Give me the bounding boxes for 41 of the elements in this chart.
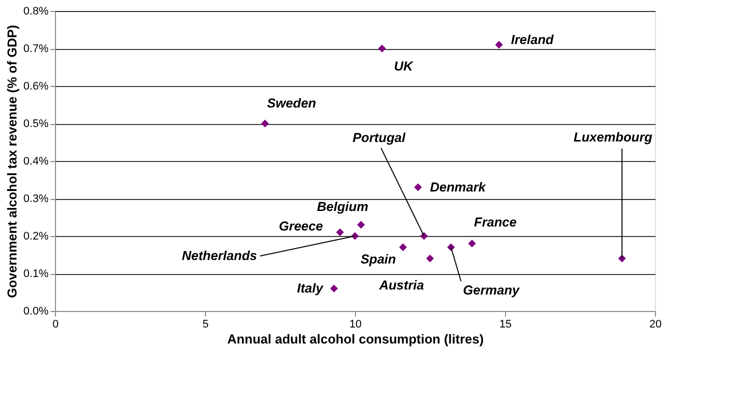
annotation: Germany	[463, 282, 520, 298]
annotation: Denmark	[430, 179, 486, 194]
x-axis-title: Annual adult alcohol consumption (litres)	[227, 332, 484, 346]
y-tick-label: 0.0%	[23, 306, 49, 318]
y-tick-label: 0.8%	[23, 6, 49, 18]
x-tick-label: 5	[202, 318, 209, 330]
annotation: France	[474, 214, 517, 230]
point	[261, 120, 269, 128]
x-tick-label: 10	[349, 318, 362, 330]
annotation: Belgium	[317, 198, 369, 214]
annotation: Sweden	[267, 96, 316, 110]
annotation: Italy	[296, 280, 324, 296]
point	[495, 40, 503, 49]
point	[399, 243, 407, 252]
annotation: Greece	[278, 218, 323, 234]
y-tick-label: 0.4%	[23, 156, 49, 168]
y-tick-label: 0.2%	[23, 230, 49, 242]
x-tick-label: 0	[52, 318, 59, 330]
annotation: Luxembourg	[574, 130, 652, 144]
point	[330, 284, 338, 292]
annotation: Austria	[378, 278, 424, 292]
point	[447, 243, 455, 252]
x-tick-label: 15	[499, 318, 512, 330]
x-tick-label: 20	[649, 318, 662, 330]
point	[336, 228, 344, 236]
y-tick-label: 0.6%	[23, 80, 49, 92]
point	[378, 44, 386, 52]
point	[357, 220, 365, 229]
point	[426, 254, 434, 262]
point	[468, 240, 476, 248]
y-tick-label: 0.1%	[23, 268, 49, 280]
annotation: Portugal	[352, 130, 406, 145]
annotation: Netherlands	[182, 248, 257, 263]
annotation: Spain	[360, 251, 396, 266]
annotation: Ireland	[511, 32, 555, 47]
y-axis-title: Government alcohol tax revenue (% of GDP)	[4, 24, 20, 298]
y-tick-label: 0.5%	[23, 118, 49, 130]
annotation: UK	[394, 58, 414, 74]
y-tick-label: 0.3%	[23, 193, 49, 205]
y-tick-label: 0.7%	[23, 43, 49, 55]
point	[414, 183, 422, 192]
